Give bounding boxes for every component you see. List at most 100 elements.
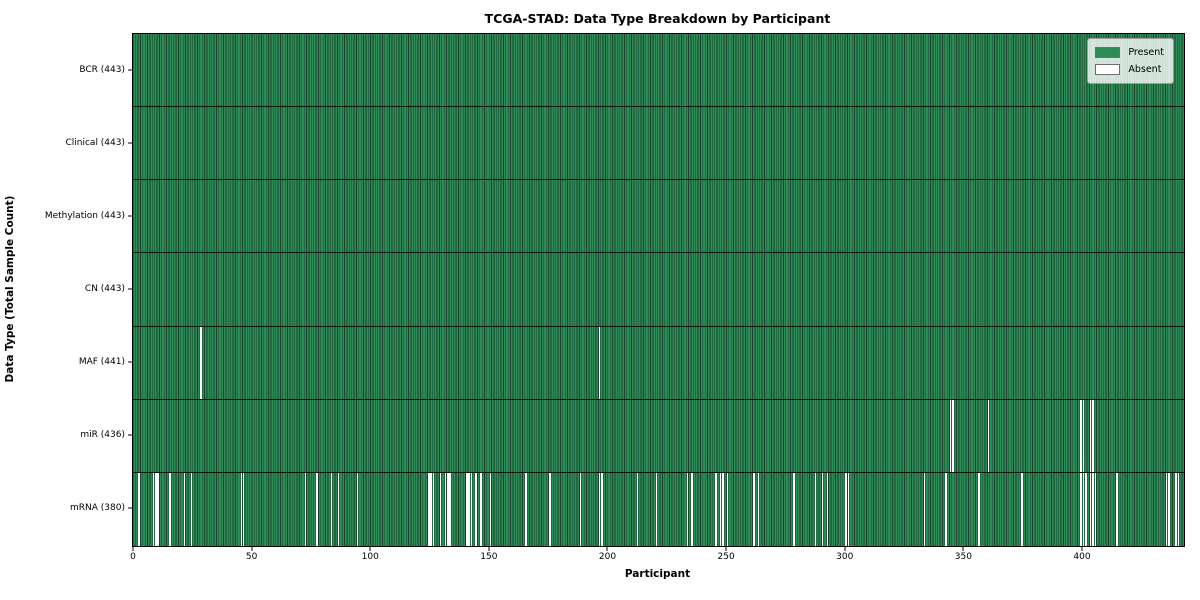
absent-mark — [978, 472, 980, 546]
heatmap-row-Clinical — [133, 107, 1184, 181]
x-tick-label-150: 150 — [480, 552, 498, 562]
y-tick-label-miR: miR (436) — [80, 430, 125, 441]
absent-mark — [1094, 472, 1097, 546]
y-tick-label-BCR: BCR (443) — [79, 64, 125, 75]
absent-mark — [449, 472, 451, 546]
absent-mark — [356, 472, 359, 546]
absent-mark — [330, 472, 333, 546]
absent-swatch — [1095, 64, 1121, 75]
x-tick-label-250: 250 — [717, 552, 735, 562]
absent-mark — [1089, 472, 1092, 546]
x-tick-label-50: 50 — [245, 552, 258, 562]
absent-mark — [598, 326, 601, 399]
absent-mark — [715, 472, 717, 546]
heatmap-row-MAF — [133, 326, 1184, 400]
absent-mark — [152, 472, 155, 546]
absent-mark — [1021, 472, 1023, 546]
x-tick-mark — [369, 547, 371, 551]
heatmap-rows — [133, 34, 1184, 546]
absent-mark — [987, 399, 990, 472]
y-tick-label-mRNA: mRNA (380) — [70, 503, 125, 514]
absent-mark — [793, 472, 795, 546]
absent-mark — [1092, 472, 1094, 546]
x-axis-label: Participant — [624, 568, 691, 580]
absent-mark — [465, 472, 468, 546]
y-tick-mark — [128, 142, 132, 144]
absent-mark — [489, 472, 492, 546]
absent-mark — [1085, 472, 1087, 546]
heatmap-row-Methylation — [133, 180, 1184, 254]
x-tick-label-100: 100 — [361, 552, 379, 562]
absent-mark — [1175, 472, 1177, 546]
absent-mark — [1082, 472, 1085, 546]
x-tick-label-300: 300 — [836, 552, 854, 562]
x-tick-mark — [132, 547, 134, 551]
absent-mark — [468, 472, 470, 546]
x-tick-mark — [962, 547, 964, 551]
absent-mark — [427, 472, 430, 546]
absent-mark — [242, 472, 245, 546]
absent-mark — [155, 472, 157, 546]
legend-label-absent: Absent — [1128, 64, 1162, 75]
absent-mark — [1177, 472, 1180, 546]
absent-mark — [548, 472, 551, 546]
y-tick-mark — [128, 507, 132, 509]
absent-mark — [470, 472, 473, 546]
y-tick-mark — [128, 434, 132, 436]
chart-title: TCGA-STAD: Data Type Breakdown by Partic… — [484, 11, 831, 26]
absent-mark — [752, 472, 755, 546]
absent-mark — [446, 472, 449, 546]
absent-mark — [432, 472, 435, 546]
absent-mark — [200, 326, 202, 399]
absent-mark — [598, 472, 601, 546]
legend-entry-present: Present — [1095, 44, 1164, 61]
absent-mark — [525, 472, 527, 546]
absent-mark — [1089, 399, 1092, 472]
legend-entry-absent: Absent — [1095, 61, 1164, 78]
absent-mark — [480, 472, 482, 546]
absent-mark — [183, 472, 186, 546]
absent-mark — [945, 472, 947, 546]
absent-mark — [316, 472, 319, 546]
absent-mark — [757, 472, 760, 546]
x-tick-label-0: 0 — [130, 552, 136, 562]
heatmap-row-CN — [133, 253, 1184, 327]
legend-label-present: Present — [1128, 47, 1164, 58]
absent-mark — [845, 472, 848, 546]
absent-mark — [949, 399, 952, 472]
absent-mark — [169, 472, 171, 546]
absent-mark — [847, 472, 850, 546]
x-tick-mark — [725, 547, 727, 551]
absent-mark — [686, 472, 689, 546]
x-tick-mark — [1081, 547, 1083, 551]
absent-mark — [722, 472, 724, 546]
x-tick-mark — [251, 547, 253, 551]
absent-mark — [475, 472, 477, 546]
y-axis-label: Data Type (Total Sample Count) — [4, 195, 16, 383]
absent-mark — [726, 472, 729, 546]
absent-mark — [430, 472, 432, 546]
absent-mark — [304, 472, 307, 546]
absent-mark — [1082, 399, 1085, 472]
x-tick-mark — [606, 547, 608, 551]
absent-mark — [138, 472, 141, 546]
absent-mark — [337, 472, 340, 546]
absent-mark — [1080, 399, 1082, 472]
absent-mark — [1092, 399, 1094, 472]
y-tick-label-MAF: MAF (441) — [78, 357, 125, 368]
legend: Present Absent — [1087, 38, 1174, 84]
absent-mark — [190, 472, 193, 546]
y-tick-label-Methylation: Methylation (443) — [44, 210, 125, 221]
x-tick-label-200: 200 — [598, 552, 617, 562]
absent-mark — [826, 472, 829, 546]
absent-mark — [1165, 472, 1168, 546]
absent-mark — [655, 472, 658, 546]
x-tick-label-350: 350 — [954, 552, 972, 562]
absent-mark — [439, 472, 442, 546]
absent-mark — [240, 472, 243, 546]
y-tick-label-Clinical: Clinical (443) — [65, 137, 125, 148]
x-tick-mark — [488, 547, 490, 551]
y-tick-mark — [128, 288, 132, 290]
absent-mark — [719, 472, 722, 546]
